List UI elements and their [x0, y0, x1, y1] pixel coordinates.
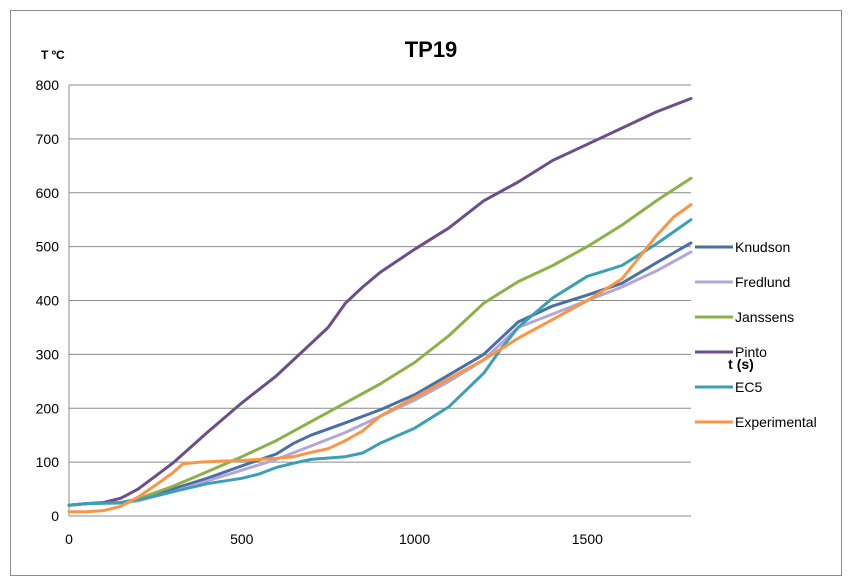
series-line-ec5 — [67, 218, 693, 507]
y-tick-label: 200 — [36, 400, 60, 416]
y-tick-label: 0 — [51, 508, 59, 524]
legend-label-knudson: Knudson — [735, 239, 790, 255]
x-tick-label: 1000 — [399, 531, 430, 547]
chart-svg: 0 100 200 300 400 500 600 700 800 0 500 1000 1500 K… — [36, 37, 817, 547]
legend-label-ec5: EC5 — [735, 379, 762, 395]
series-line-janssens — [67, 176, 693, 507]
legend-label-fredlund: Fredlund — [735, 274, 790, 290]
gridlines — [69, 84, 691, 463]
series-line-knudson — [67, 241, 693, 507]
y-tick-labels: 0 100 200 300 400 500 600 700 800 — [36, 77, 60, 524]
x-tick-label: 500 — [230, 531, 254, 547]
x-tick-label: 1500 — [572, 531, 603, 547]
y-tick-label: 800 — [36, 77, 60, 93]
legend-label-pinto: Pinto — [735, 344, 767, 360]
x-tick-label: 0 — [65, 531, 73, 547]
y-tick-label: 100 — [36, 454, 60, 470]
series-line-experimental — [67, 203, 693, 514]
series-line-pinto — [67, 97, 693, 507]
legend: Knudson Fredlund Janssens Pinto EC5 Experimen… — [695, 239, 817, 430]
x-axis-label: t (s) — [728, 356, 754, 372]
y-tick-label: 300 — [36, 346, 60, 362]
y-tick-label: 400 — [36, 293, 60, 309]
legend-label-janssens: Janssens — [735, 309, 794, 325]
chart-title: TP19 — [405, 37, 458, 62]
y-tick-label: 700 — [36, 131, 60, 147]
y-axis-label: T ºC — [41, 48, 65, 62]
series-lines — [67, 97, 693, 514]
y-tick-label: 600 — [36, 185, 60, 201]
chart-frame: 0 100 200 300 400 500 600 700 800 0 500 1000 1500 K… — [10, 10, 842, 576]
y-tick-label: 500 — [36, 239, 60, 255]
x-tick-labels: 0 500 1000 1500 — [65, 531, 603, 547]
legend-label-experimental: Experimental — [735, 414, 817, 430]
